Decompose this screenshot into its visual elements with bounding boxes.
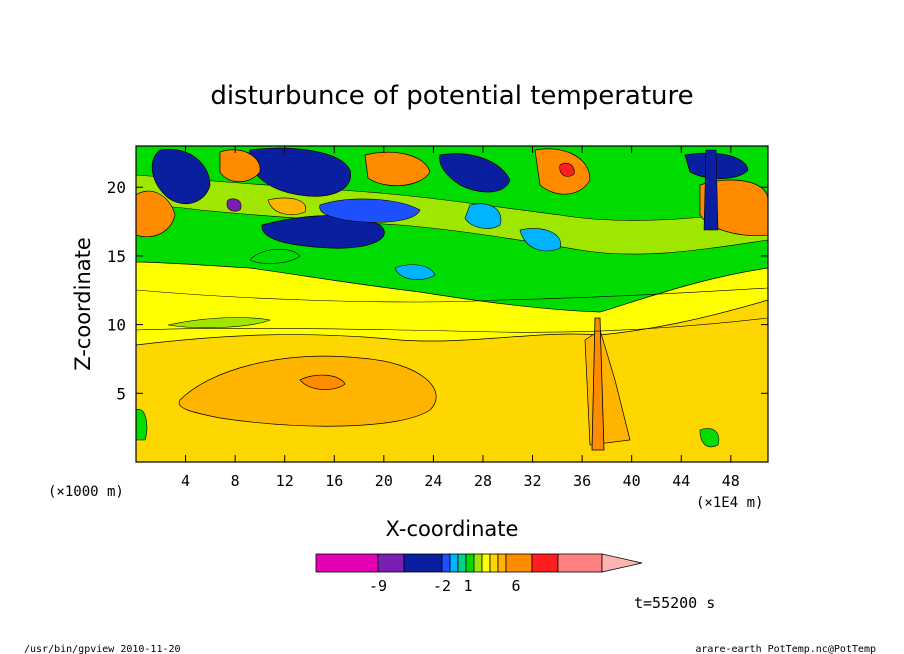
colorbar-segment — [497, 553, 507, 573]
x-tick-label: 4 — [181, 472, 190, 490]
colorbar-segment — [457, 553, 467, 573]
colorbar-tick-label: -9 — [369, 577, 387, 595]
colorbar-segment — [481, 553, 491, 573]
x-tick-label: 44 — [672, 472, 690, 490]
contour-field — [136, 146, 768, 462]
x-tick-label: 36 — [573, 472, 591, 490]
x-tick-label: 8 — [231, 472, 240, 490]
x-tick-label: 24 — [424, 472, 442, 490]
colorbar-tick-label: 6 — [511, 577, 520, 595]
x-scale-label: (×1E4 m) — [696, 495, 763, 511]
colorbar-segment — [315, 553, 379, 573]
y-tick-label: 20 — [107, 178, 126, 197]
x-tick-label: 32 — [524, 472, 542, 490]
colorbar-segment — [505, 553, 533, 573]
x-tick-label: 16 — [325, 472, 343, 490]
y-axis: 5 10 15 20 — [107, 178, 768, 403]
colorbar-arrow — [601, 553, 643, 573]
y-tick-label: 5 — [116, 384, 126, 403]
colorbar-segment — [377, 553, 405, 573]
x-tick-label: 48 — [722, 472, 740, 490]
y-tick-label: 15 — [107, 247, 126, 266]
x-axis: 4 8 12 16 20 24 28 32 36 40 44 48 — [181, 146, 740, 490]
colorbar-segment — [465, 553, 475, 573]
footer-right: arare-earth_PotTemp.nc@PotTemp — [695, 644, 876, 654]
colorbar-labels: -9 -2 1 6 — [369, 577, 521, 595]
x-tick-label: 20 — [375, 472, 393, 490]
y-tick-label: 10 — [107, 316, 126, 335]
colorbar-tick-label: 1 — [463, 577, 472, 595]
colorbar-segment — [531, 553, 559, 573]
x-axis-label: X-coordinate — [386, 517, 519, 541]
x-unit-label: (×1000 m) — [48, 484, 124, 500]
y-axis-label: Z-coordinate — [71, 237, 95, 371]
footer-left: /usr/bin/gpview 2010-11-20 — [24, 644, 181, 654]
colorbar — [315, 553, 643, 573]
colorbar-segment — [449, 553, 459, 573]
plot-frame — [135, 145, 769, 463]
colorbar-segment — [441, 553, 451, 573]
colorbar-segment — [473, 553, 483, 573]
x-tick-label: 12 — [276, 472, 294, 490]
x-tick-label: 40 — [623, 472, 641, 490]
time-label: t=55200 s — [634, 594, 715, 612]
colorbar-segment — [489, 553, 499, 573]
colorbar-segment — [403, 553, 443, 573]
colorbar-segment — [557, 553, 603, 573]
x-tick-label: 28 — [474, 472, 492, 490]
colorbar-tick-label: -2 — [433, 577, 451, 595]
chart-title: disturbunce of potential temperature — [210, 81, 693, 111]
